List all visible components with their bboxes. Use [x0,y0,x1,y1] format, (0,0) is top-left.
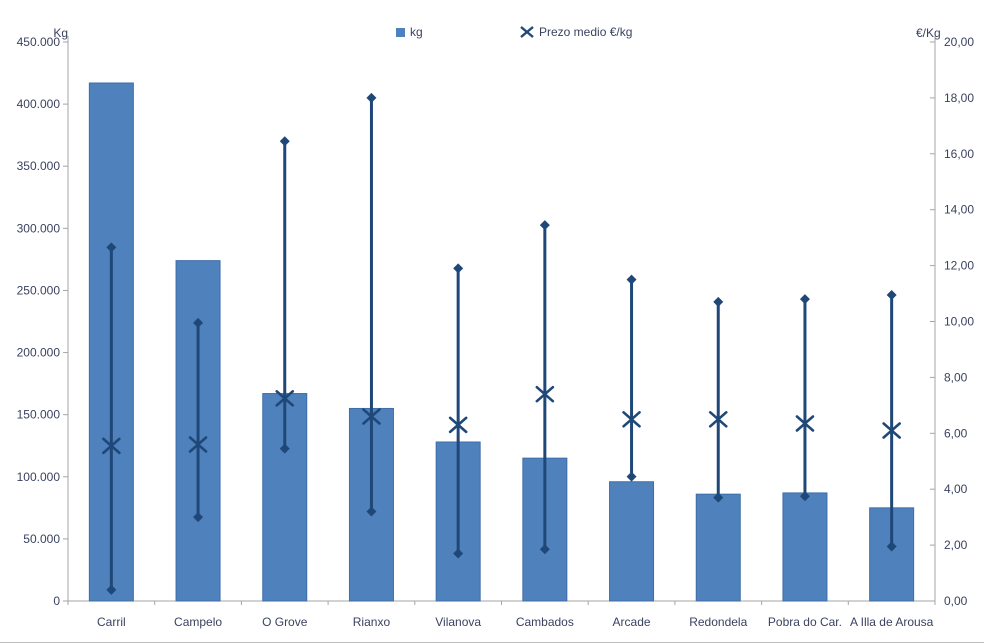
kg-series-swatch-icon [396,27,405,37]
category-label: Arcade [613,615,651,629]
price-average-marker [448,416,468,434]
price-average-marker [188,436,208,453]
price-average-marker [535,385,555,403]
legend-item-price: Prezo medio €/kg [520,25,632,39]
kg-bar [782,492,828,602]
price-high-marker [799,294,810,305]
price-low-marker [193,512,204,523]
kg-bar [609,481,655,602]
right-axis-tick-label: 16,00 [944,147,974,161]
left-axis-tick-label: 50.000 [23,532,60,546]
left-axis-tick-label: 400.000 [17,97,61,111]
left-axis-tick-label: 0 [53,594,60,608]
price-high-marker [713,296,724,307]
category-label: O Grove [262,615,308,629]
price-high-marker [279,136,290,147]
left-axis-tick-label: 350.000 [17,159,61,173]
category-label: Redondela [689,615,747,629]
category-label: Campelo [174,615,222,629]
left-axis-tick-label: 150.000 [17,408,61,422]
price-high-marker [886,289,897,300]
legend-kg-label: kg [410,25,423,39]
price-average-marker [275,390,295,407]
price-high-marker [366,92,377,103]
right-axis-tick-label: 12,00 [944,259,974,273]
category-label: Cambados [516,615,574,629]
kg-bar [695,493,741,602]
price-low-marker [366,506,377,517]
right-axis-tick-label: 10,00 [944,315,974,329]
legend-item-kg: kg [396,25,423,39]
category-label: Rianxo [353,615,391,629]
price-low-marker [453,548,464,559]
price-low-marker [799,491,810,502]
category-label: Pobra do Car. [768,615,842,629]
price-average-marker [102,437,121,455]
right-axis-tick-label: 2,00 [944,538,968,552]
legend-price-label: Prezo medio €/kg [539,25,633,39]
price-high-marker [626,274,637,285]
left-axis-tick-label: 200.000 [17,346,61,360]
price-average-marker [622,411,641,428]
price-low-marker [279,443,290,454]
price-high-marker [539,220,550,231]
right-axis-tick-label: 4,00 [944,482,968,496]
left-axis-tick-label: 100.000 [17,470,61,484]
right-axis-tick-label: 8,00 [944,370,968,384]
left-axis-title: Kg [53,26,68,40]
left-axis-tick-label: 300.000 [17,221,61,235]
price-low-marker [626,471,637,482]
price-low-marker [539,544,550,555]
price-low-marker [106,584,117,595]
right-axis-tick-label: 14,00 [944,203,974,217]
price-high-marker [106,242,117,253]
category-label: Carril [97,615,126,629]
left-axis-tick-label: 450.000 [17,35,61,49]
price-high-marker [193,317,204,328]
price-average-marker [362,408,381,425]
price-low-marker [886,541,897,552]
right-axis-tick-label: 0,00 [944,594,968,608]
price-average-marker [882,422,901,439]
right-axis-tick-label: 20,00 [944,35,974,49]
price-average-marker [708,411,728,428]
right-axis-tick-label: 18,00 [944,91,974,105]
price-low-marker [713,492,724,503]
left-axis-tick-label: 250.000 [17,283,61,297]
price-high-marker [453,263,464,274]
price-average-marker [795,415,815,432]
category-label: Vilanova [435,615,481,629]
right-axis-tick-label: 6,00 [944,426,968,440]
category-label: A Illa de Arousa [850,615,934,629]
x-marker-icon [520,26,534,38]
